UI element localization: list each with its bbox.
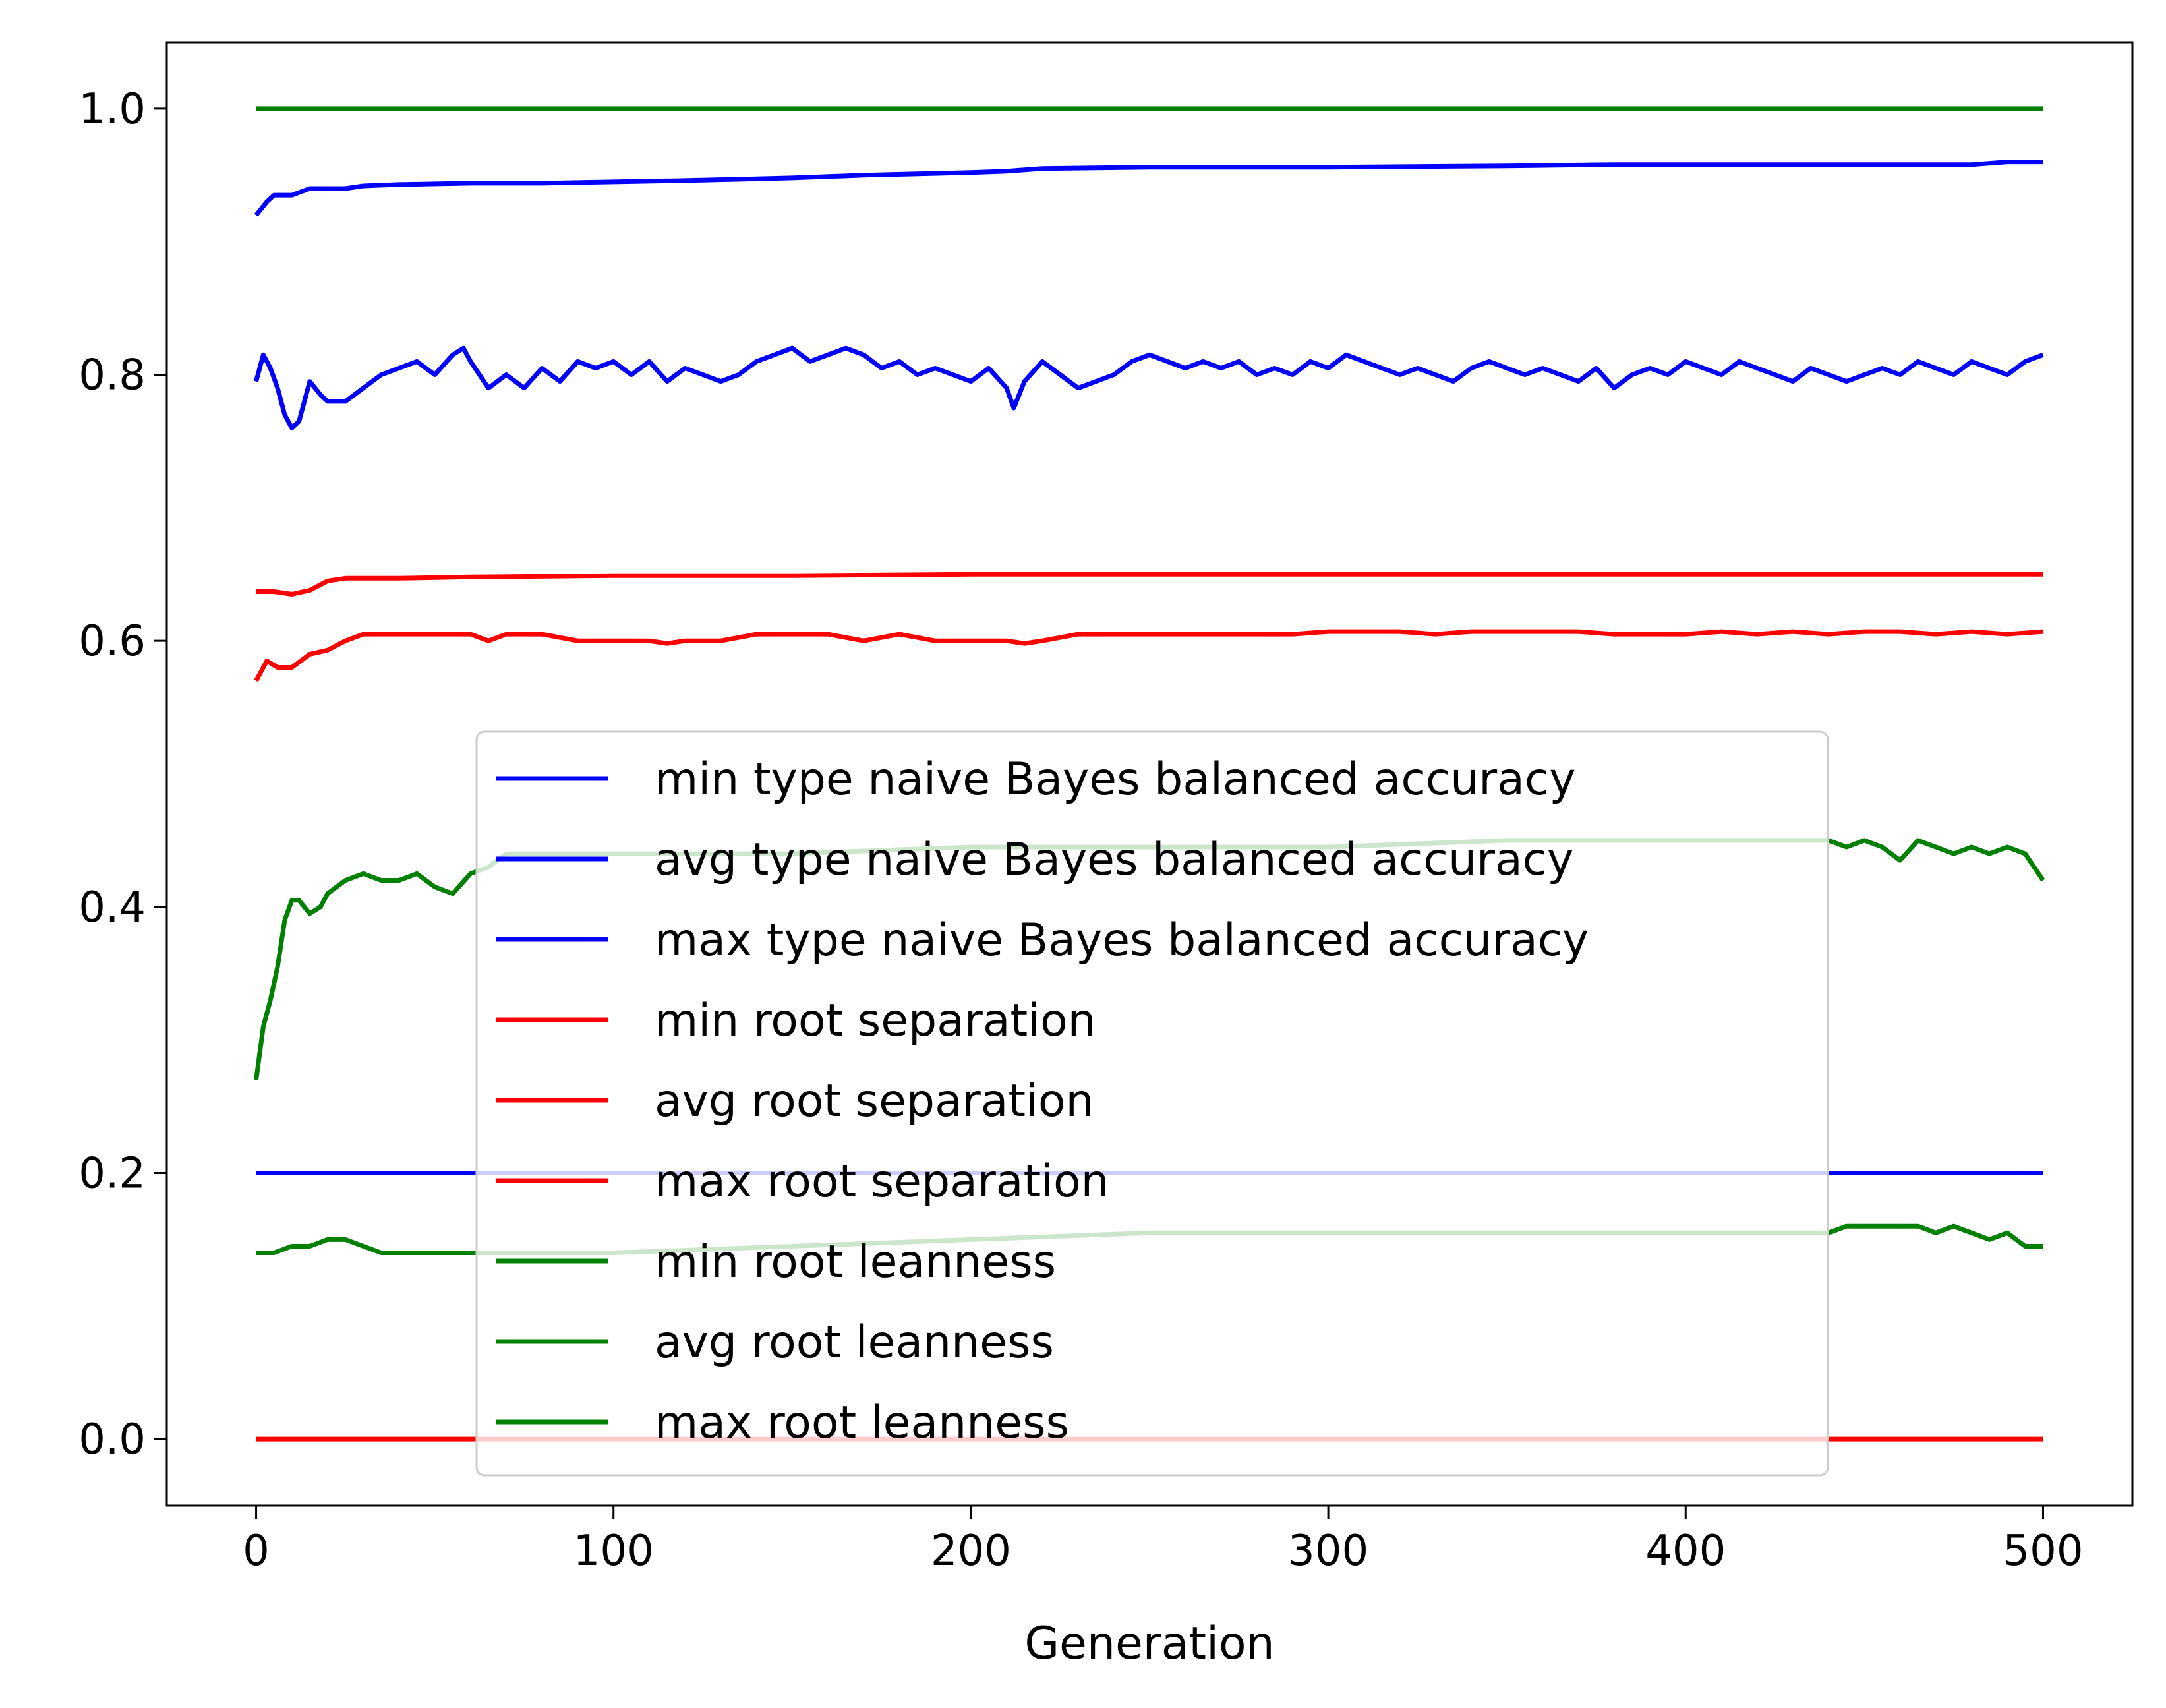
y-tick-label: 1.0 <box>78 85 146 134</box>
x-tick-label: 100 <box>573 1527 654 1575</box>
y-tick-label: 0.6 <box>78 617 146 666</box>
legend-label-4: avg root separation <box>655 1075 1094 1127</box>
series-line-5 <box>256 572 2043 597</box>
legend-label-6: min root leanness <box>655 1236 1056 1288</box>
y-axis: 0.0 0.2 0.4 0.6 0.8 1.0 <box>78 85 167 1464</box>
y-tick-label: 0.8 <box>78 351 146 400</box>
series-line-4 <box>254 629 2043 682</box>
x-axis: 0 100 200 300 400 500 <box>243 1506 2084 1575</box>
legend: min type naive Bayes balanced accuracy av… <box>475 730 1829 1477</box>
x-tick-label: 200 <box>931 1527 1011 1575</box>
x-tick-label: 400 <box>1645 1527 1726 1575</box>
plot-frame <box>165 41 2134 1507</box>
legend-label-7: avg root leanness <box>655 1316 1054 1369</box>
legend-label-0: min type naive Bayes balanced accuracy <box>655 753 1575 806</box>
x-axis-label: Generation <box>1024 1618 1274 1670</box>
x-tick-label: 500 <box>2003 1527 2083 1575</box>
x-tick-label: 0 <box>243 1527 270 1575</box>
y-tick-label: 0.0 <box>78 1415 146 1464</box>
legend-label-1: avg type naive Bayes balanced accuracy <box>655 834 1573 886</box>
legend-label-8: max root leanness <box>655 1397 1069 1449</box>
series-line-2 <box>254 160 2043 217</box>
legend-label-2: max type naive Bayes balanced accuracy <box>655 914 1589 966</box>
legend-label-5: max root separation <box>655 1156 1109 1208</box>
x-tick-label: 300 <box>1288 1527 1368 1575</box>
legend-label-3: min root separation <box>655 995 1096 1047</box>
y-tick-label: 0.2 <box>78 1149 146 1198</box>
legend-box <box>475 730 1829 1477</box>
y-tick-label: 0.4 <box>78 883 146 932</box>
series-line-1 <box>254 345 2044 430</box>
